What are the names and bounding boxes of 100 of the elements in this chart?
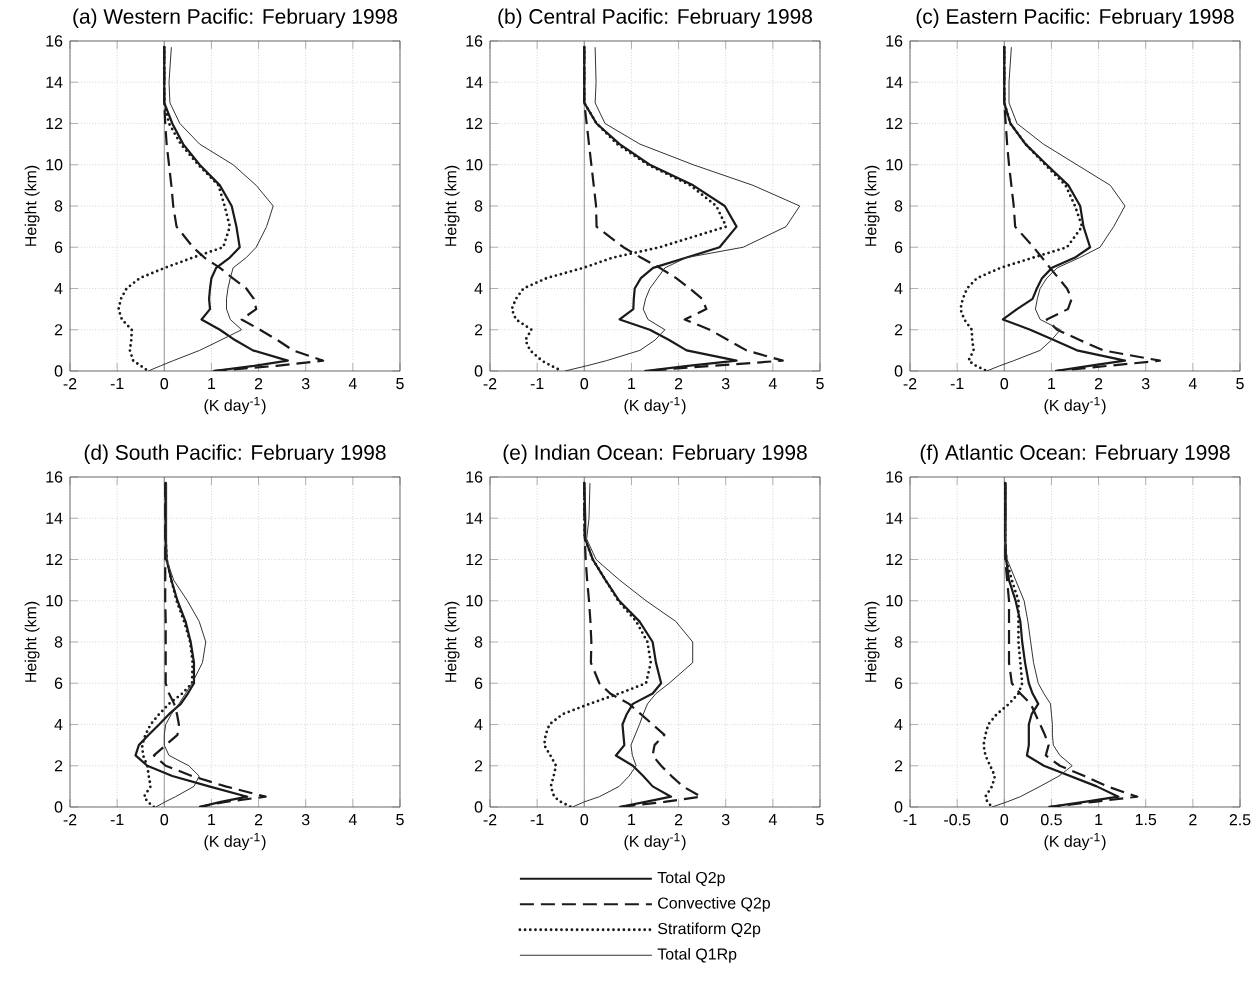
y-tick-label: 4	[474, 719, 483, 730]
x-tick-label: 5	[1236, 378, 1244, 390]
x-tick-label: 2	[254, 814, 263, 826]
y-axis-title: Height (km)	[444, 165, 460, 246]
x-axis-title: (K day$^{-1}$)	[1044, 833, 1106, 851]
x-tick-label: 0	[160, 814, 169, 826]
y-tick-label: 10	[46, 595, 63, 607]
y-tick-label: 16	[466, 35, 483, 47]
x-tick-label: 3	[721, 814, 730, 826]
x-tick-label: 2	[1094, 378, 1103, 390]
y-tick-label: 8	[54, 200, 63, 212]
y-tick-label: 14	[46, 512, 63, 524]
x-tick-label: 1	[208, 814, 216, 825]
y-tick-label: 8	[474, 200, 483, 212]
x-tick-label: 5	[816, 378, 824, 390]
x-axis-title: (K day$^{-1}$)	[624, 833, 686, 851]
x-tick-label: -2	[63, 814, 77, 826]
y-tick-label: 16	[886, 35, 903, 47]
chart-title: (f) Atlantic Ocean: February 1998	[920, 444, 1230, 464]
y-tick-label: 8	[474, 636, 483, 648]
y-tick-label: 10	[886, 595, 903, 607]
y-tick-label: 12	[466, 553, 483, 566]
y-tick-label: 2	[54, 324, 63, 336]
y-tick-label: 6	[474, 241, 483, 253]
y-tick-label: 4	[894, 283, 903, 294]
y-tick-label: 2	[894, 760, 903, 772]
x-tick-label: 4	[348, 378, 357, 389]
y-tick-label: 4	[474, 283, 483, 294]
x-tick-label: 0.5	[1040, 814, 1062, 826]
chart-title: (c) Eastern Pacific: February 1998	[916, 8, 1234, 28]
y-tick-label: 2	[54, 760, 63, 772]
text: Total Q1Rp	[657, 947, 737, 963]
y-tick-label: 14	[466, 512, 483, 524]
x-axis-title: (K day$^{-1}$)	[204, 833, 266, 851]
y-tick-label: 6	[894, 241, 903, 253]
chart-title: (a) Western Pacific: February 1998	[73, 8, 398, 28]
x-tick-label: 5	[816, 814, 824, 826]
y-tick-label: 16	[886, 471, 903, 483]
text: Stratiform Q2p	[658, 922, 761, 938]
y-tick-label: 6	[54, 677, 63, 689]
y-tick-label: 0	[54, 365, 63, 377]
y-axis-title: Height (km)	[444, 601, 460, 682]
x-tick-label: 2	[254, 378, 263, 390]
x-tick-label: -2	[483, 814, 497, 826]
y-tick-label: 0	[894, 801, 903, 813]
y-tick-label: 16	[46, 35, 63, 47]
x-tick-label: 1	[628, 378, 636, 389]
x-tick-label: -1	[903, 814, 917, 825]
y-tick-label: 12	[46, 553, 63, 566]
x-tick-label: 3	[301, 378, 310, 390]
y-tick-label: 12	[46, 117, 63, 130]
x-tick-label: -2	[903, 378, 917, 390]
y-axis-title: Height (km)	[864, 601, 880, 682]
x-tick-label: -2	[483, 378, 497, 390]
x-tick-label: 0	[580, 378, 589, 390]
y-tick-label: 10	[46, 159, 63, 171]
y-tick-label: 0	[474, 365, 483, 377]
x-tick-label: -1	[530, 814, 544, 826]
y-tick-label: 0	[54, 801, 63, 813]
chart-title: (e) Indian Ocean: February 1998	[503, 444, 807, 465]
y-axis-title: Height (km)	[24, 165, 40, 246]
y-tick-label: 4	[894, 719, 903, 730]
x-tick-label: -0.5	[944, 814, 971, 826]
chart-title: (d) South Pacific: February 1998	[84, 444, 386, 464]
x-tick-label: 3	[301, 814, 310, 826]
y-tick-label: 2	[894, 324, 903, 336]
y-tick-label: 12	[466, 117, 483, 130]
x-tick-label: 1	[1095, 814, 1103, 825]
x-tick-label: -1	[530, 378, 544, 389]
y-tick-label: 6	[894, 677, 903, 689]
x-tick-label: 1	[208, 378, 216, 389]
y-tick-label: 14	[886, 512, 903, 524]
x-tick-label: 4	[348, 814, 357, 825]
y-tick-label: 8	[894, 636, 903, 648]
y-tick-label: 14	[46, 76, 63, 88]
x-tick-label: 2	[674, 378, 683, 390]
x-tick-label: 4	[1188, 378, 1197, 389]
x-tick-label: 5	[396, 378, 404, 390]
y-axis-title: Height (km)	[864, 165, 880, 246]
x-tick-label: 1	[1048, 378, 1056, 389]
y-tick-label: 10	[466, 159, 483, 171]
x-tick-label: 1.5	[1135, 814, 1157, 826]
y-tick-label: 6	[54, 241, 63, 253]
y-tick-label: 0	[894, 365, 903, 377]
y-tick-label: 2	[474, 760, 483, 772]
y-tick-label: 8	[894, 200, 903, 212]
y-tick-label: 4	[54, 719, 63, 730]
x-tick-label: 0	[580, 814, 589, 826]
x-tick-label: 3	[721, 378, 730, 390]
y-tick-label: 12	[886, 117, 903, 130]
y-tick-label: 6	[474, 677, 483, 689]
y-tick-label: 16	[46, 471, 63, 483]
text: Convective Q2p	[658, 896, 770, 912]
x-tick-label: 0	[1000, 378, 1009, 390]
x-tick-label: 5	[396, 814, 404, 826]
x-tick-label: 0	[1000, 814, 1009, 826]
x-tick-label: 2	[1189, 814, 1197, 826]
y-tick-label: 4	[54, 283, 63, 294]
x-axis-title: (K day$^{-1}$)	[1044, 397, 1106, 415]
y-axis-title: Height (km)	[24, 601, 40, 682]
